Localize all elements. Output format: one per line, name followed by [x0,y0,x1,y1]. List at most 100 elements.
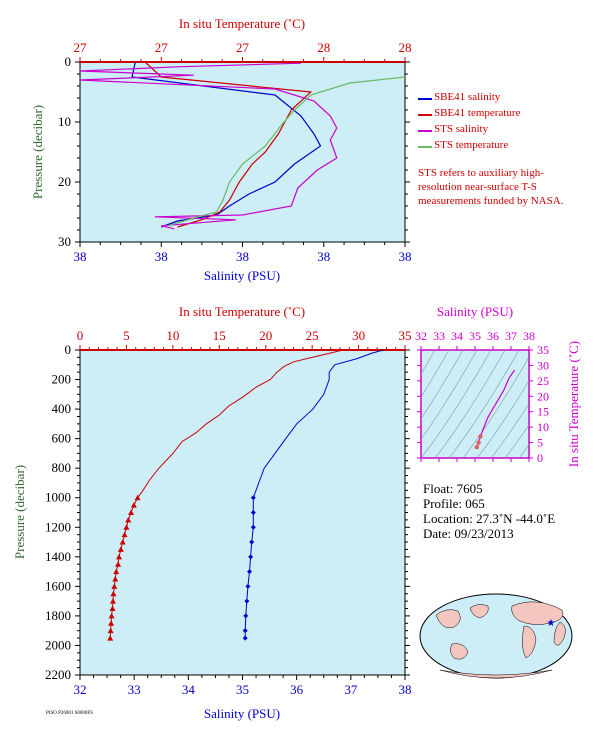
top-series-line-2 [79,62,338,230]
top-temp-tick-label: 28 [399,40,412,55]
legend-label: STS temperature [434,139,509,151]
bottom-pressure-tick-label: 0 [65,342,72,357]
bottom-sal-tick-label: 34 [182,682,196,697]
temperature-marker [116,553,122,560]
temperature-marker [113,568,120,575]
top-pressure-tick-label: 10 [58,114,71,129]
legend-label: STS salinity [434,123,489,135]
bottom-pressure-tick-label: 1000 [45,490,71,505]
isopycnal-line [421,350,492,458]
top-temp-tick-label: 28 [317,40,330,55]
salinity-marker [249,539,255,545]
salinity-marker [242,635,248,641]
bottom-pressure-tick-label: 200 [52,372,72,387]
top-temp-tick-label: 27 [74,40,88,55]
top-salinity-axis-label: Salinity (PSU) [204,268,280,283]
map-landmass [469,604,489,619]
top-sal-tick-label: 38 [155,249,168,264]
temperature-marker [108,612,115,619]
top-sal-tick-label: 38 [399,249,412,264]
bottom-sal-tick-label: 37 [344,682,358,697]
temperature-marker [107,627,114,634]
top-series-line-3 [167,76,406,227]
salinity-marker [250,524,256,530]
inset-y-tick-label: 25 [537,374,549,388]
legend-swatch [418,130,432,132]
bottom-pressure-tick-label: 1600 [45,578,71,593]
ts-inset-plot-area [420,349,530,459]
inset-ts-line [476,369,516,448]
top-pressure-axis-label: Pressure (decibar) [30,105,45,199]
bottom-temp-tick-label: 15 [213,328,226,343]
temperature-marker [130,502,137,508]
bottom-temp-tick-label: 5 [123,328,130,343]
near-surface-chart: In situ Temperature (˚C) 27 27 27 28 28 38 38… [30,16,412,283]
salinity-marker [245,583,251,589]
bottom-pressure-tick-label: 2000 [45,637,71,652]
top-temp-axis-label: In situ Temperature (˚C) [179,16,305,31]
float-location-map: ★ [419,593,573,679]
top-pressure-tick-label: 0 [65,54,72,69]
bottom-temp-tick-label: 10 [166,328,179,343]
top-series-line-1 [144,61,313,228]
float-info: Float: 7605 Profile: 065 Location: 27.3˚… [423,481,555,541]
temperature-marker [107,635,114,641]
inset-x-tick-label: 33 [433,329,445,343]
isopycnal-line [421,350,464,420]
salinity-marker [243,613,249,619]
isopycnal-line [421,350,436,375]
bottom-sal-tick-label: 32 [74,682,87,697]
inset-ts-point [476,440,481,445]
salinity-marker [250,510,256,515]
profile-number: Profile: 065 [423,496,485,511]
legend-label: SBE41 salinity [434,91,501,103]
top-pressure-tick-label: 20 [58,174,71,189]
temperature-marker [123,524,130,530]
inset-y-tick-label: 5 [537,436,543,450]
bottom-temp-tick-label: 35 [399,328,412,343]
bottom-pressure-tick-label: 600 [52,431,72,446]
map-landmass [553,621,566,646]
bottom-series-line-1 [244,349,384,639]
full-profile-chart: In situ Temperature (˚C) 0 5 10 15 20 25 30 35 … [12,304,581,721]
top-temp-tick-label: 27 [155,40,169,55]
temperature-marker [112,575,119,582]
isopycnal-line [434,350,506,458]
bottom-temp-tick-label: 25 [306,328,319,343]
salinity-marker [248,554,254,560]
inset-x-tick-label: 37 [505,329,517,343]
inset-ts-point [478,434,483,439]
inset-y-tick-label: 0 [537,451,543,465]
inset-y-tick-label: 10 [537,420,549,434]
inset-x-tick-label: 35 [469,329,481,343]
float-id: Float: 7605 [423,481,483,496]
isopycnal-line [476,380,529,458]
sts-note: STS refers to auxiliary high-resolution … [418,167,564,207]
inset-x-tick-label: 38 [523,329,535,343]
bottom-temp-tick-label: 30 [352,328,365,343]
profile-date: Date: 09/23/2013 [423,526,514,541]
top-sal-tick-label: 38 [236,249,249,264]
temperature-marker [109,598,116,604]
inset-y-tick-label: 20 [537,389,549,403]
temperature-marker [134,494,141,501]
legend-swatch [418,114,432,116]
isopycnal-line [421,350,478,440]
isopycnal-line [490,402,529,458]
isopycnal-line [421,350,450,398]
bottom-pressure-tick-label: 1800 [45,608,71,623]
ts-inset-temperature-label: In situ Temperature (˚C) [566,341,581,467]
temperature-marker [110,590,117,597]
bottom-pressure-axis-label: Pressure (decibar) [12,465,27,559]
map-landmass [439,669,553,679]
isopycnal-line [504,424,529,458]
bottom-pressure-tick-label: 1400 [45,549,71,564]
inset-y-tick-label: 15 [537,405,549,419]
temperature-marker [115,561,122,567]
temperature-marker [121,531,128,538]
temperature-marker [128,509,135,515]
bottom-sal-tick-label: 38 [399,682,412,697]
bottom-sal-tick-label: 33 [128,682,141,697]
temperature-marker [119,539,126,545]
temperature-marker [109,605,116,612]
